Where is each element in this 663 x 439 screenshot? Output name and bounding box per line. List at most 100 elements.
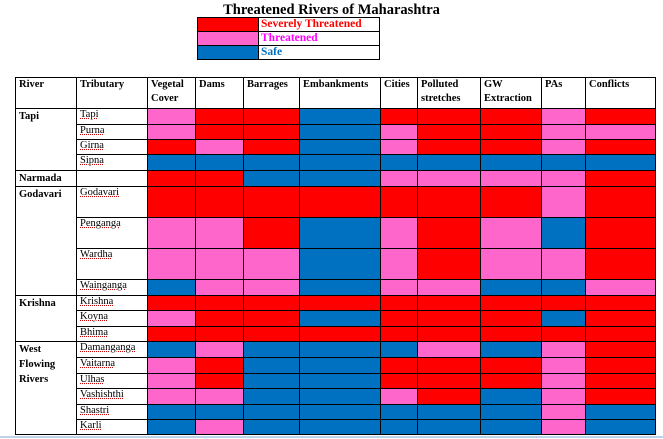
status-cell [480,217,542,249]
table-row: Karli [16,419,656,435]
status-cell [541,217,586,249]
status-cell [480,388,542,405]
bottom-border [0,436,663,438]
status-cell [147,404,196,420]
status-cell [299,248,381,280]
table-row: Narmada [15,170,656,187]
status-cell [541,108,586,125]
status-cell [541,170,586,187]
status-cell [380,295,418,311]
status-cell [585,154,656,171]
table-row: West Flowing Rivers Damanganga [15,341,656,435]
table-row: Purna [16,124,656,140]
status-cell [480,108,542,125]
column-header: Dams [195,77,244,109]
column-header: River [15,77,77,109]
river-name: Narmada [15,170,77,187]
table-row: Wainganga [16,279,656,296]
status-cell [585,279,656,296]
status-cell [243,186,300,218]
status-cell [417,310,481,327]
status-cell [585,388,656,405]
status-cell [480,170,542,187]
status-cell [541,357,586,374]
legend-label: Severely Threatened [258,17,380,32]
column-header: Barrages [243,77,300,109]
status-cell [541,248,586,280]
status-cell [147,373,196,389]
status-cell [585,124,656,140]
status-cell [417,326,481,342]
tributary-name: Koyna [76,310,148,327]
status-cell [243,279,300,296]
status-cell [299,108,381,125]
status-cell [299,295,381,311]
page-title: Threatened Rivers of Maharashtra [223,2,440,18]
tributary-name: Vashishthi [76,388,148,405]
status-cell [299,373,381,389]
status-cell [380,108,418,125]
tributary-label: Ulhas [80,374,105,386]
table-row: Sipna [16,154,656,171]
status-cell [195,373,244,389]
status-cell [195,139,244,155]
status-cell [243,326,300,342]
status-cell [147,279,196,296]
status-cell [585,139,656,155]
status-cell [299,186,381,218]
table-row: Shastri [16,404,656,420]
status-cell [480,295,542,311]
status-cell [195,108,244,125]
status-cell [585,310,656,327]
status-cell [380,326,418,342]
status-cell [417,248,481,280]
tributary-name: Ulhas [76,373,148,389]
status-cell [380,404,418,420]
status-cell [417,139,481,155]
status-cell [585,217,656,249]
legend-label: Safe [258,45,380,60]
table-row: Vashishthi [16,388,656,405]
status-cell [299,124,381,140]
tributary-label: Krishna [80,296,114,308]
tributary-name [76,170,148,187]
status-cell [480,373,542,389]
status-cell [195,124,244,140]
status-cell [585,404,656,420]
tributary-name: Karli [76,419,148,435]
status-cell [147,186,196,218]
status-cell [147,357,196,374]
status-cell [541,326,586,342]
status-cell [299,357,381,374]
tributary-name: Penganga [76,217,148,249]
status-cell [417,186,481,218]
column-header: Embankments [299,77,381,109]
tributary-label: Koyna [80,311,108,323]
status-cell [299,279,381,296]
status-cell [147,139,196,155]
table-row: Ulhas [16,373,656,389]
status-cell [243,217,300,249]
status-cell [147,310,196,327]
status-cell [147,108,196,125]
status-cell [541,404,586,420]
tributary-name: Krishna [76,295,148,311]
tributary-label: Wainganga [80,280,127,292]
status-cell [195,419,244,435]
status-cell [417,357,481,374]
status-cell [299,404,381,420]
tributary-label: Wardha [80,249,113,261]
status-cell [380,154,418,171]
status-cell [243,404,300,420]
column-header: Cities [380,77,418,109]
tributary-name: Shastri [76,404,148,420]
status-cell [195,388,244,405]
tributary-name: Tapi [76,108,148,125]
table-row: Krishna Krishna [15,295,656,342]
status-cell [585,326,656,342]
legend-swatch [197,45,259,60]
status-cell [541,419,586,435]
status-cell [480,139,542,155]
status-cell [299,217,381,249]
status-cell [195,404,244,420]
